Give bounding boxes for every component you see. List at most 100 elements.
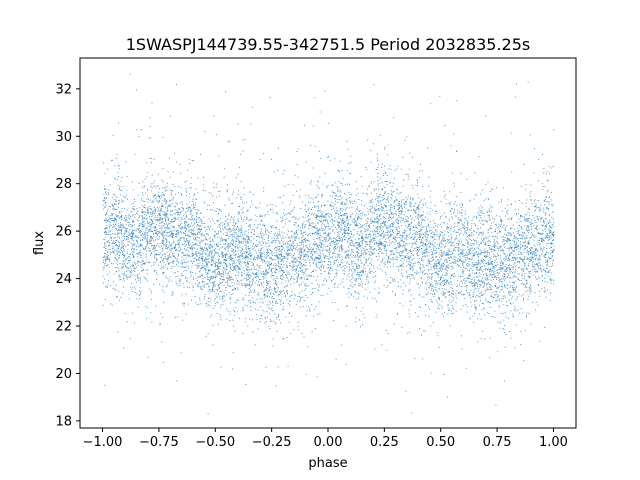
scatter-point [315,206,317,208]
scatter-point [498,306,500,308]
scatter-point [240,261,242,263]
scatter-point [485,251,487,253]
scatter-point [376,217,378,219]
scatter-point [304,205,306,207]
scatter-point [499,215,501,217]
scatter-point [238,236,240,238]
scatter-point [157,254,159,256]
scatter-point [350,285,352,287]
scatter-point [209,246,211,248]
scatter-point [413,205,415,207]
scatter-point [150,199,152,201]
scatter-point [245,235,247,237]
scatter-point [243,238,245,240]
scatter-point [539,257,541,259]
scatter-point [352,265,354,267]
scatter-point [215,269,216,271]
scatter-point [462,203,464,205]
scatter-point [389,254,391,256]
scatter-point [353,260,355,262]
scatter-point [116,267,118,269]
scatter-point [477,280,479,282]
scatter-point [403,179,405,181]
scatter-point [214,236,216,238]
scatter-point [490,261,492,263]
scatter-point [178,211,179,213]
scatter-point [488,208,490,210]
scatter-point [378,245,380,247]
scatter-point [423,249,425,251]
scatter-point [299,300,301,302]
scatter-point [215,196,217,198]
scatter-point [342,238,343,240]
scatter-point [172,292,174,294]
scatter-point [480,268,482,270]
scatter-point [159,246,161,248]
scatter-point [257,284,259,286]
scatter-point [300,254,302,256]
scatter-point [179,220,181,222]
scatter-point [443,240,444,242]
scatter-point [214,264,216,266]
scatter-point [387,260,388,262]
scatter-point [221,281,223,283]
scatter-point [138,136,140,138]
scatter-point [369,268,371,270]
scatter-point [509,253,510,255]
scatter-point [367,249,369,251]
scatter-point [443,246,445,248]
scatter-point [491,222,492,224]
scatter-point [180,279,182,281]
scatter-point [487,212,489,213]
scatter-point [337,266,339,267]
scatter-point [389,165,391,166]
scatter-point [185,227,186,229]
scatter-point [371,205,373,207]
scatter-point [461,253,463,255]
scatter-point [258,265,260,267]
scatter-point [528,295,530,297]
scatter-point [132,274,134,276]
scatter-point [230,294,232,295]
scatter-point [302,273,304,275]
scatter-point [529,287,531,289]
scatter-point [301,265,303,267]
scatter-point [154,212,156,214]
scatter-point [398,207,400,209]
scatter-point [296,276,298,278]
scatter-point [126,176,128,178]
scatter-point [145,192,146,194]
scatter-point [297,148,299,150]
scatter-point [162,273,164,275]
scatter-point [290,213,292,214]
scatter-point [195,258,197,260]
scatter-point [164,253,166,255]
scatter-point [407,332,409,334]
scatter-point [292,266,294,268]
scatter-point [353,218,355,220]
scatter-point [153,247,155,249]
scatter-point [163,211,165,213]
scatter-point [301,230,302,232]
scatter-point [377,226,378,228]
scatter-point [348,288,350,290]
scatter-point [431,250,433,252]
scatter-point [433,266,435,268]
scatter-point [247,264,249,266]
scatter-point [148,221,150,223]
scatter-point [434,242,436,244]
scatter-point [412,254,414,256]
scatter-point [169,228,171,230]
scatter-point [342,236,344,238]
scatter-point [339,237,341,239]
scatter-point [529,195,531,197]
scatter-point [370,211,372,213]
scatter-point [403,232,405,234]
scatter-point [195,302,197,304]
scatter-point [106,233,108,235]
scatter-point [271,237,273,239]
scatter-point [549,235,551,237]
scatter-point [422,260,424,262]
scatter-point [502,288,504,290]
scatter-point [294,236,296,238]
